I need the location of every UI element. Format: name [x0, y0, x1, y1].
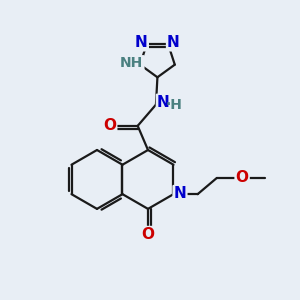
- Text: NH: NH: [120, 56, 143, 70]
- Text: N: N: [174, 186, 186, 201]
- Text: ·H: ·H: [166, 98, 183, 112]
- Text: N: N: [135, 35, 148, 50]
- Text: N: N: [157, 95, 170, 110]
- Text: N: N: [167, 35, 180, 50]
- Text: O: O: [236, 170, 249, 185]
- Text: O: O: [142, 227, 154, 242]
- Text: O: O: [103, 118, 116, 134]
